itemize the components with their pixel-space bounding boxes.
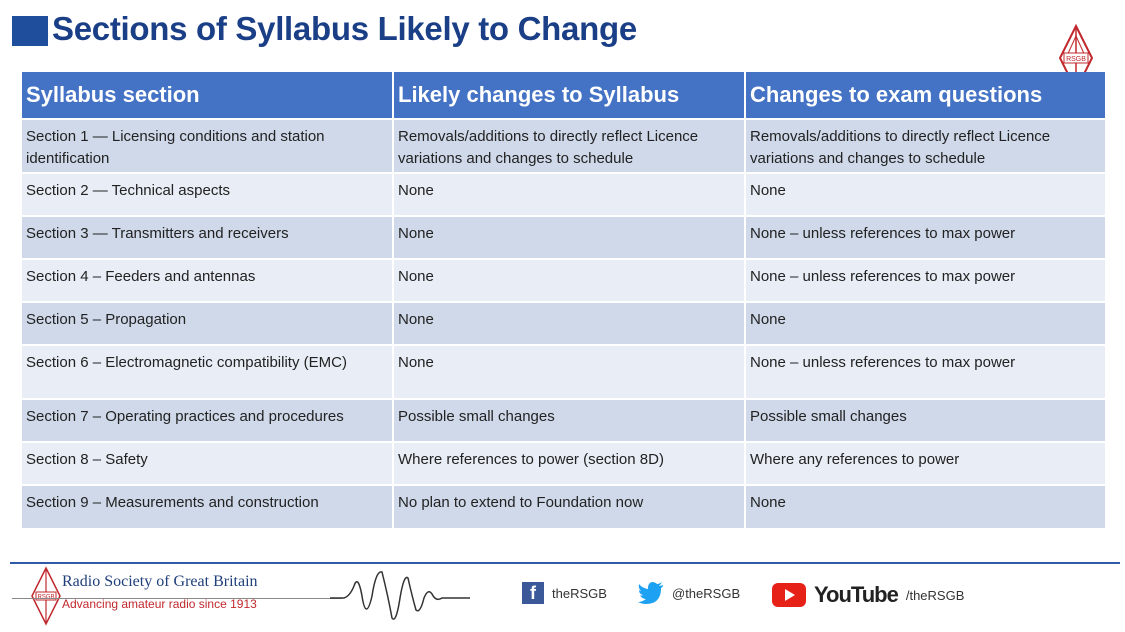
table-row: Section 5 – Propagation None None <box>22 301 1107 345</box>
youtube-handle: /theRSGB <box>905 587 965 603</box>
table-row: Section 8 – Safety Where references to p… <box>22 441 1107 485</box>
section-cell: Section 9 – Measurements and constructio… <box>22 484 394 528</box>
youtube-icon <box>772 583 806 607</box>
exam-change-cell: Where any references to power <box>745 441 1107 485</box>
header-likely-changes: Likely changes to Syllabus <box>393 72 746 119</box>
syllabus-change-cell: None <box>393 258 746 302</box>
syllabus-change-cell: Removals/additions to directly reflect L… <box>393 118 746 173</box>
exam-change-cell: None <box>745 172 1107 216</box>
exam-change-cell: None – unless references to max power <box>745 344 1107 399</box>
waveform-icon <box>330 571 470 620</box>
youtube-wordmark: YouTube <box>814 582 899 607</box>
table-row: Section 3 — Transmitters and receivers N… <box>22 215 1107 259</box>
section-cell: Section 5 – Propagation <box>22 301 394 345</box>
header-exam-changes: Changes to exam questions <box>745 72 1107 119</box>
section-cell: Section 8 – Safety <box>22 441 394 485</box>
syllabus-table: Syllabus section Likely changes to Sylla… <box>22 72 1107 528</box>
syllabus-change-cell: Where references to power (section 8D) <box>393 441 746 485</box>
exam-change-cell: Removals/additions to directly reflect L… <box>745 118 1107 173</box>
facebook-handle: theRSGB <box>552 585 607 601</box>
table-row: Section 6 – Electromagnetic compatibilit… <box>22 344 1107 399</box>
svg-text:RSGB: RSGB <box>37 595 54 601</box>
syllabus-change-cell: None <box>393 344 746 399</box>
exam-change-cell: None <box>745 484 1107 528</box>
table-row: Section 9 – Measurements and constructio… <box>22 484 1107 528</box>
footer-underline <box>12 598 342 599</box>
table-row: Section 4 – Feeders and antennas None No… <box>22 258 1107 302</box>
section-cell: Section 4 – Feeders and antennas <box>22 258 394 302</box>
table-header-row: Syllabus section Likely changes to Sylla… <box>22 72 1107 119</box>
syllabus-change-cell: None <box>393 301 746 345</box>
exam-change-cell: None <box>745 301 1107 345</box>
syllabus-change-cell: None <box>393 172 746 216</box>
exam-change-cell: Possible small changes <box>745 398 1107 442</box>
title-accent-bar <box>12 16 48 46</box>
facebook-link[interactable]: f theRSGB <box>522 582 607 604</box>
syllabus-change-cell: None <box>393 215 746 259</box>
section-cell: Section 7 – Operating practices and proc… <box>22 398 394 442</box>
footer-divider <box>10 562 1120 564</box>
slide-title: Sections of Syllabus Likely to Change <box>52 10 637 47</box>
section-cell: Section 2 — Technical aspects <box>22 172 394 216</box>
facebook-icon: f <box>522 582 544 604</box>
table-row: Section 1 — Licensing conditions and sta… <box>22 118 1107 173</box>
header-syllabus-section: Syllabus section <box>22 72 394 119</box>
syllabus-change-cell: No plan to extend to Foundation now <box>393 484 746 528</box>
section-cell: Section 6 – Electromagnetic compatibilit… <box>22 344 394 399</box>
org-tagline: Advancing amateur radio since 1913 <box>62 597 257 611</box>
twitter-icon <box>638 582 663 604</box>
table-row: Section 2 — Technical aspects None None <box>22 172 1107 216</box>
rsgb-logo-icon: RSGB <box>31 566 61 626</box>
svg-text:RSGB: RSGB <box>1066 56 1086 63</box>
exam-change-cell: None – unless references to max power <box>745 258 1107 302</box>
section-cell: Section 3 — Transmitters and receivers <box>22 215 394 259</box>
org-name: Radio Society of Great Britain <box>62 573 258 590</box>
twitter-link[interactable]: @theRSGB <box>638 582 740 604</box>
exam-change-cell: None – unless references to max power <box>745 215 1107 259</box>
table-row: Section 7 – Operating practices and proc… <box>22 398 1107 442</box>
twitter-handle: @theRSGB <box>672 585 741 601</box>
youtube-link[interactable]: YouTube /theRSGB <box>772 582 964 608</box>
section-cell: Section 1 — Licensing conditions and sta… <box>22 118 394 173</box>
syllabus-change-cell: Possible small changes <box>393 398 746 442</box>
